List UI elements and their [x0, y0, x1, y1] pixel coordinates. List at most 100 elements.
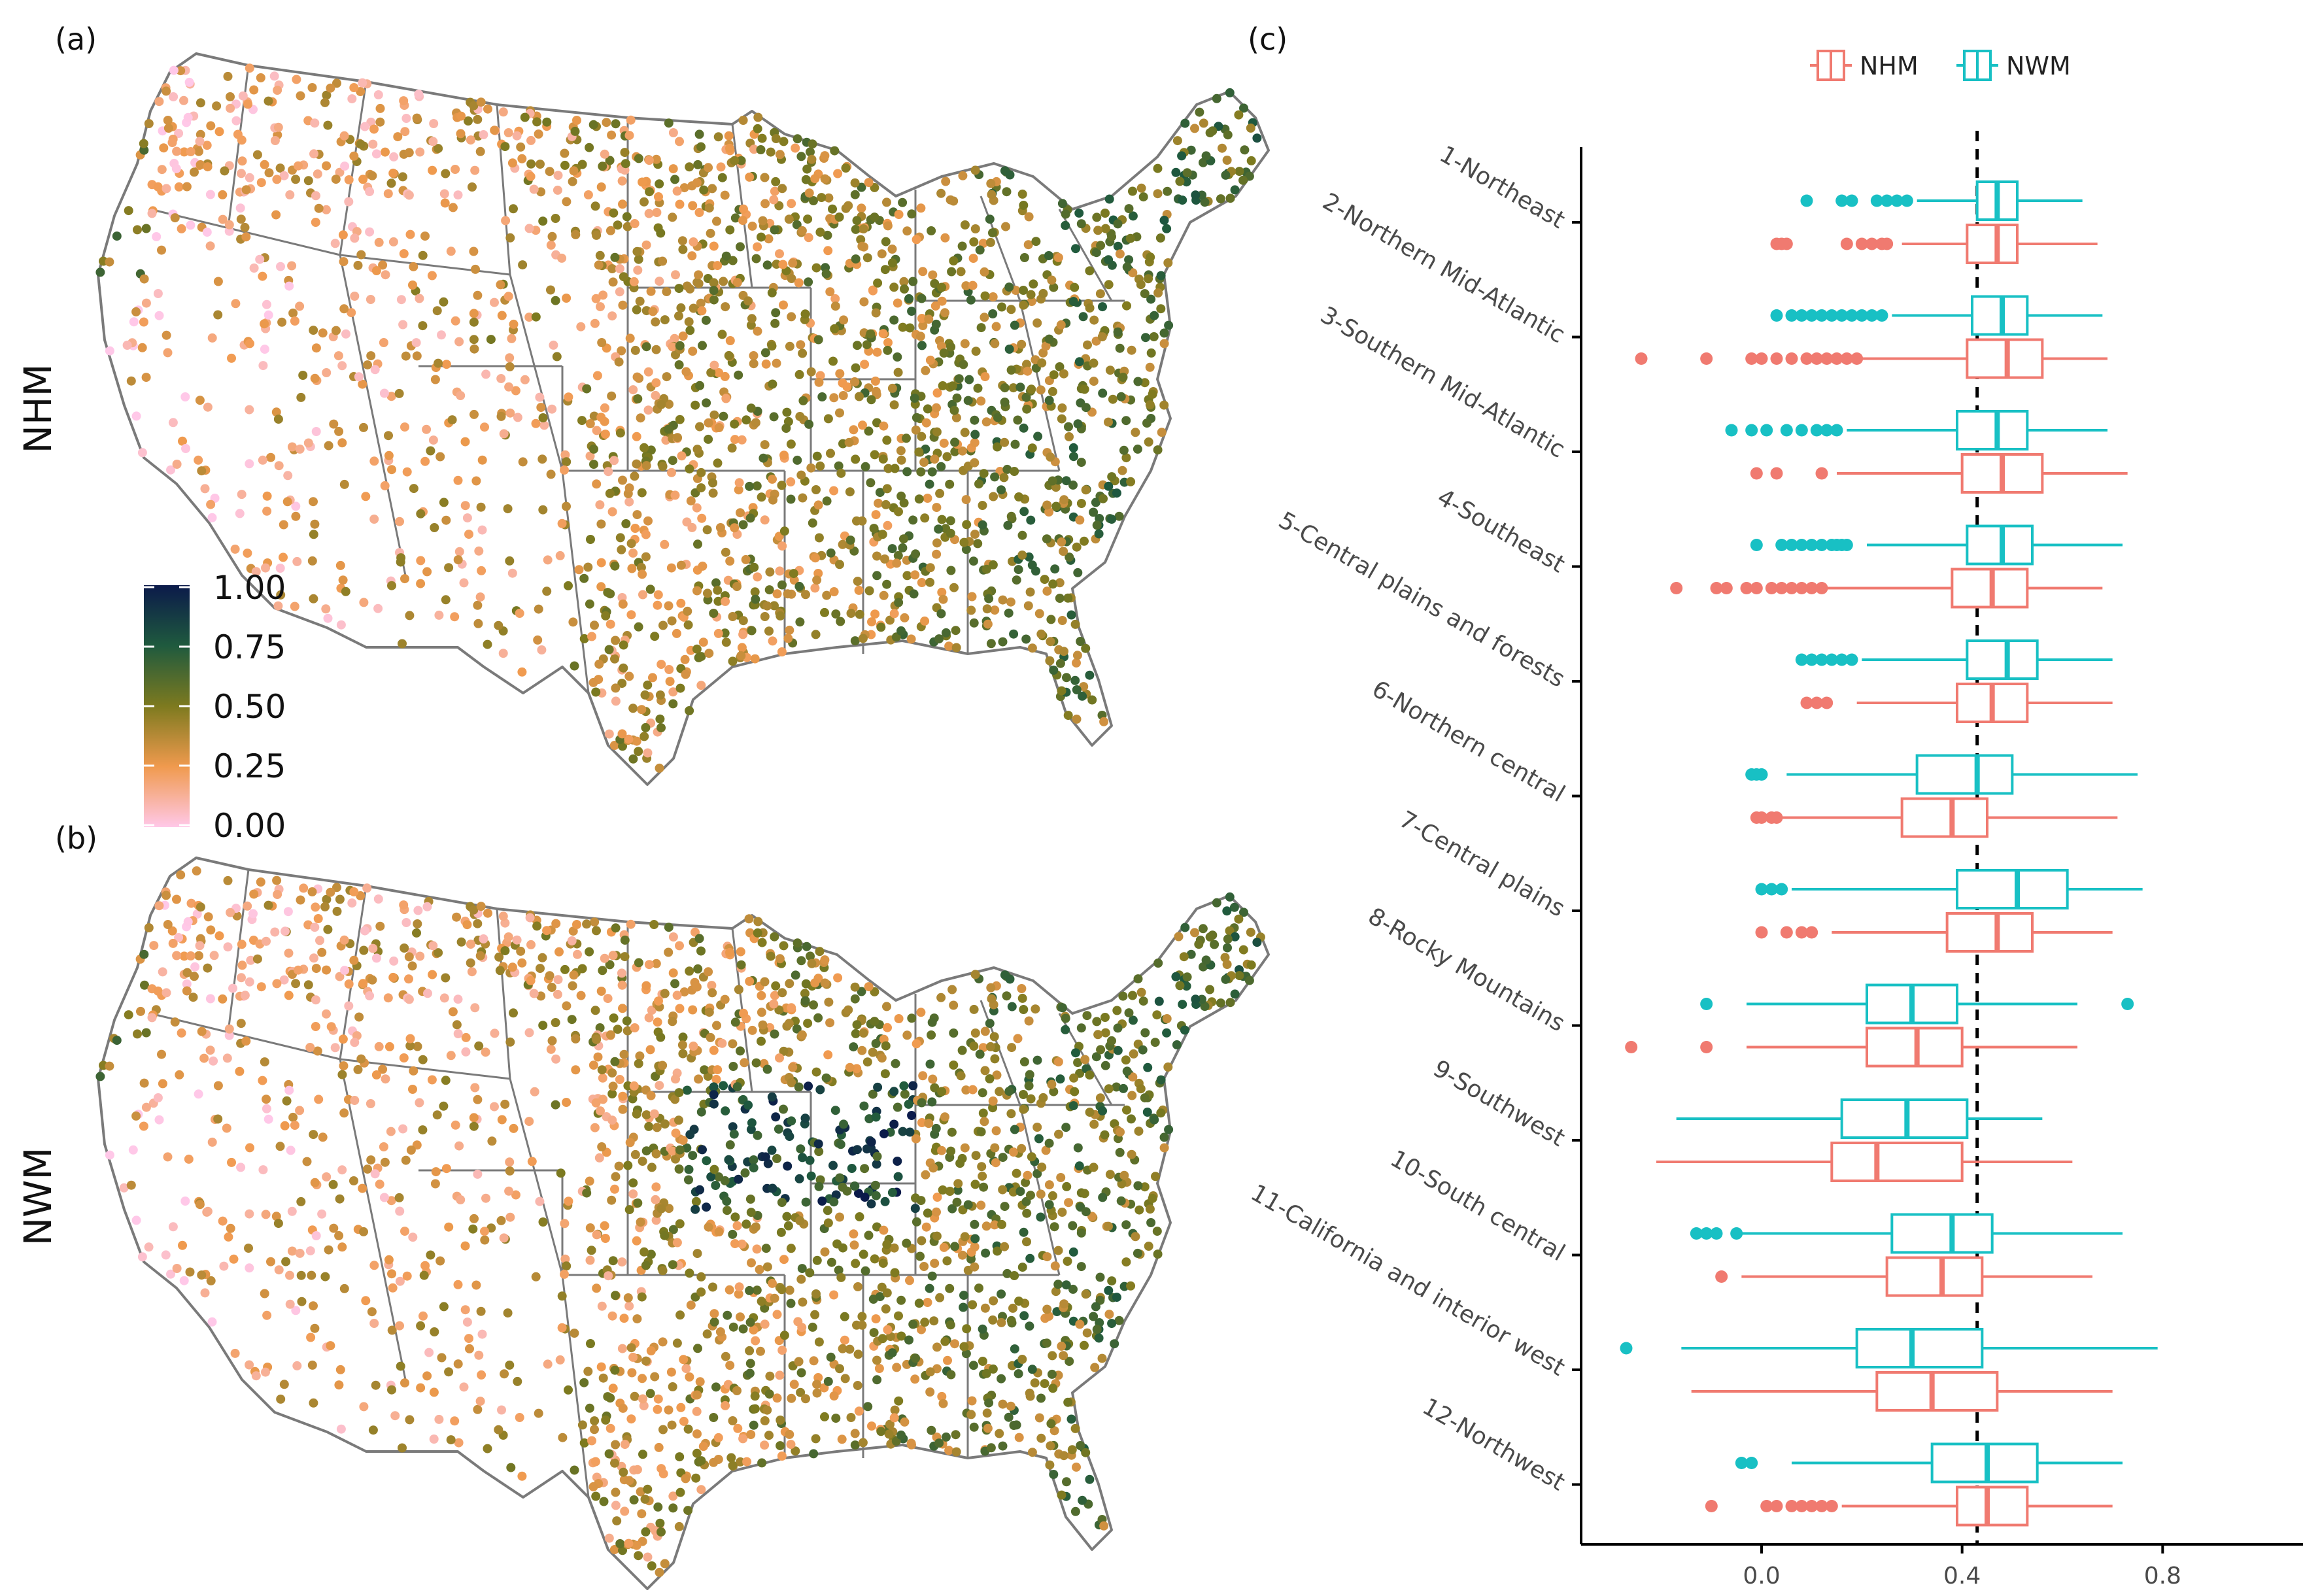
site-point	[476, 1306, 486, 1316]
site-point	[538, 1217, 548, 1227]
site-point	[203, 402, 213, 412]
site-point	[862, 1057, 872, 1067]
site-point	[1022, 404, 1032, 414]
site-point	[883, 464, 893, 473]
site-point	[937, 282, 947, 292]
site-point	[547, 1036, 557, 1045]
site-point	[641, 240, 651, 250]
site-point	[1010, 320, 1019, 330]
site-point	[668, 164, 678, 174]
site-point	[368, 1425, 378, 1435]
site-point	[1098, 1106, 1107, 1116]
site-point	[656, 228, 666, 238]
site-point	[560, 465, 569, 475]
site-point	[736, 508, 745, 518]
site-point	[694, 270, 704, 280]
outlier-point	[1710, 1227, 1723, 1240]
site-point	[1057, 686, 1066, 696]
site-point	[648, 307, 658, 316]
site-point	[647, 1006, 657, 1015]
site-point	[332, 883, 341, 892]
site-point	[784, 214, 794, 224]
site-point	[386, 392, 396, 401]
site-point	[637, 1509, 647, 1519]
site-point	[471, 1280, 481, 1290]
site-point	[924, 1119, 934, 1129]
site-point	[688, 347, 698, 356]
site-point	[960, 428, 970, 437]
site-point	[643, 748, 653, 758]
site-point	[692, 586, 702, 596]
site-point	[422, 567, 432, 577]
site-point	[503, 292, 513, 301]
site-point	[872, 571, 882, 581]
site-point	[866, 329, 876, 339]
site-point	[147, 209, 157, 218]
site-point	[279, 520, 288, 530]
site-point	[1047, 275, 1057, 285]
site-point	[1177, 151, 1187, 161]
site-point	[1036, 1433, 1046, 1443]
site-point	[1047, 1079, 1057, 1089]
site-point	[275, 1142, 285, 1151]
site-point	[708, 488, 718, 498]
site-point	[636, 1217, 645, 1227]
site-point	[749, 1155, 759, 1164]
site-point	[183, 112, 193, 122]
site-point	[313, 914, 323, 923]
site-point	[387, 1269, 396, 1279]
site-point	[446, 1435, 456, 1445]
site-point	[131, 411, 141, 421]
outlier-point	[1805, 1500, 1818, 1512]
site-point	[601, 611, 611, 620]
site-point	[653, 1017, 662, 1027]
site-point	[855, 609, 864, 619]
site-point	[387, 465, 396, 475]
site-point	[976, 396, 986, 406]
site-point	[932, 538, 942, 548]
site-point	[632, 1314, 642, 1324]
site-point	[564, 1197, 573, 1206]
site-point	[977, 1162, 987, 1172]
site-point	[153, 289, 163, 298]
site-point	[768, 1278, 777, 1288]
site-point	[657, 1204, 666, 1214]
site-point	[997, 1374, 1006, 1384]
site-point	[932, 503, 942, 513]
site-point	[1182, 177, 1191, 187]
site-point	[1159, 328, 1169, 338]
site-point	[1128, 1015, 1138, 1025]
site-point	[952, 393, 962, 403]
site-point	[798, 1297, 808, 1307]
site-point	[770, 318, 780, 328]
site-point	[545, 971, 554, 981]
outlier-point	[1835, 309, 1849, 322]
site-point	[311, 1022, 320, 1031]
site-point	[1031, 237, 1041, 246]
site-point	[682, 1085, 692, 1095]
site-point	[658, 620, 668, 630]
site-point	[276, 262, 285, 271]
site-point	[180, 1197, 190, 1206]
site-point	[261, 563, 270, 573]
site-point	[762, 260, 772, 270]
row-label: 6-Northern central	[1367, 675, 1569, 807]
site-point	[557, 1323, 567, 1333]
site-point	[830, 1106, 840, 1115]
site-point	[853, 1350, 863, 1359]
site-point	[283, 907, 293, 917]
site-point	[589, 677, 598, 687]
site-point	[811, 263, 821, 273]
site-point	[645, 1045, 655, 1055]
site-point	[698, 341, 707, 350]
site-point	[1057, 1003, 1067, 1013]
site-point	[787, 199, 796, 209]
site-point	[459, 1382, 469, 1392]
site-point	[1019, 507, 1029, 517]
site-point	[626, 115, 636, 125]
site-point	[1212, 93, 1221, 103]
site-point	[930, 1259, 940, 1268]
site-point	[1017, 1144, 1027, 1153]
site-point	[874, 1364, 884, 1373]
site-point	[770, 991, 779, 1000]
